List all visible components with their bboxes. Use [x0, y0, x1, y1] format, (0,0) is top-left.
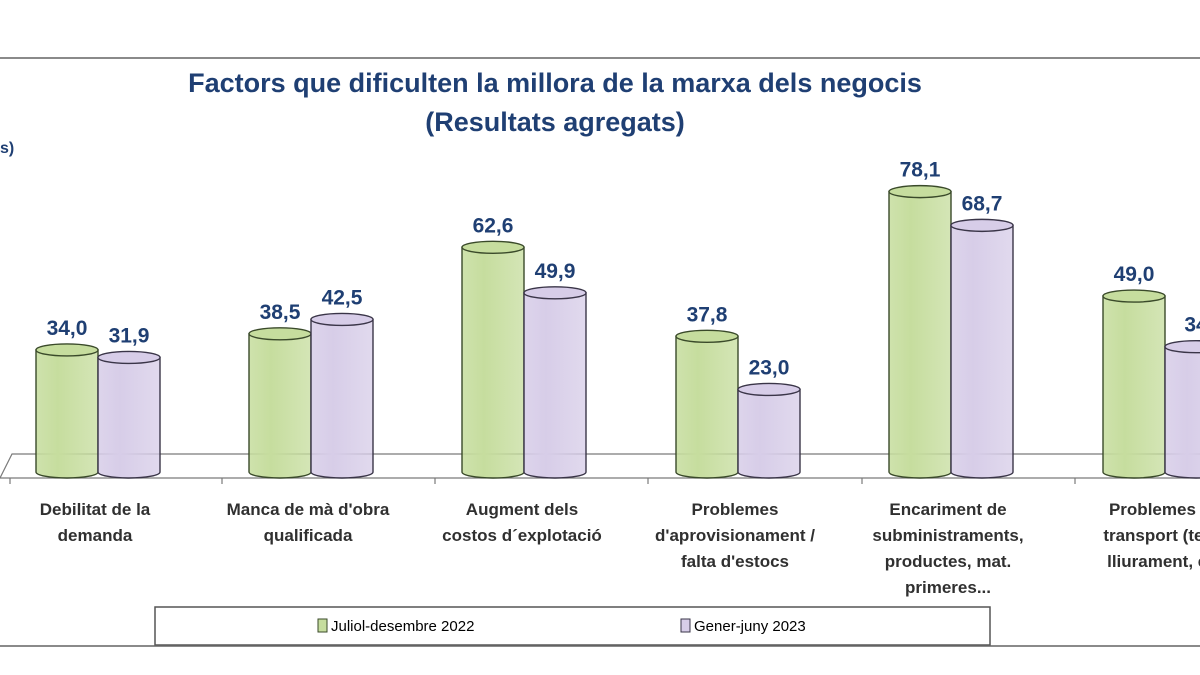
bar-s1-c3: [461, 240, 525, 479]
bar-s2-c5: [950, 218, 1014, 479]
value-label-s2-c3: 49,9: [535, 260, 576, 283]
category-labels: Debilitat de la demanda Manca de mà d'obra…: [40, 500, 1200, 597]
value-label-s1-c4: 37,8: [687, 303, 728, 326]
bar-s2-c6: [1164, 340, 1200, 479]
legend: Juliol-desembre 2022 Gener-juny 2023: [154, 606, 991, 646]
category-label-1: Debilitat de la demanda: [40, 500, 151, 545]
legend-swatch-series1: [317, 618, 328, 633]
y-axis-label: s): [0, 140, 14, 157]
bar-s2-c1: [97, 350, 161, 479]
bars: [35, 184, 1200, 479]
value-label-s2-c2: 42,5: [322, 286, 363, 309]
value-label-s1-c3: 62,6: [473, 214, 514, 237]
legend-swatch-series2: [680, 618, 691, 633]
category-label-3: Augment dels costos d´explotació: [442, 500, 602, 545]
bar-s1-c5: [888, 184, 952, 479]
value-label-s2-c6: 34: [1184, 314, 1200, 337]
value-label-s1-c6: 49,0: [1114, 263, 1155, 286]
value-label-s2-c1: 31,9: [109, 324, 150, 347]
category-label-5: Encariment de subministraments, productes,…: [872, 500, 1023, 597]
legend-box: [154, 606, 991, 646]
legend-label-series2: Gener-juny 2023: [694, 618, 806, 635]
bar-s1-c6: [1102, 289, 1166, 479]
chart-title: Factors que dificulten la millora de la …: [188, 68, 922, 98]
category-label-4: Problemes d'aprovisionament / falta d'esto…: [655, 500, 815, 571]
value-label-s1-c5: 78,1: [900, 159, 941, 182]
value-label-s1-c1: 34,0: [47, 317, 88, 340]
value-label-s2-c4: 23,0: [749, 356, 790, 379]
x-axis: [0, 453, 1200, 484]
bar-s1-c2: [248, 327, 312, 479]
category-label-6: Problemes dtransport (terrlliurament, et: [1103, 500, 1200, 571]
bar-s2-c3: [523, 286, 587, 479]
chart-subtitle: (Resultats agregats): [425, 107, 685, 137]
bar-s2-c2: [310, 312, 374, 479]
value-labels: 34,0 38,5 62,6 37,8 78,1 49,0 31,9 42,5 49,9 23,0…: [47, 159, 1200, 380]
category-label-2: Manca de mà d'obra qualificada: [227, 500, 390, 545]
bar-s2-c4: [737, 382, 801, 479]
value-label-s1-c2: 38,5: [260, 301, 301, 324]
legend-label-series1: Juliol-desembre 2022: [331, 618, 474, 635]
bar-s1-c1: [35, 343, 99, 479]
value-label-s2-c5: 68,7: [962, 192, 1003, 215]
bar-s1-c4: [675, 329, 739, 479]
x-axis-line: [0, 453, 1200, 479]
